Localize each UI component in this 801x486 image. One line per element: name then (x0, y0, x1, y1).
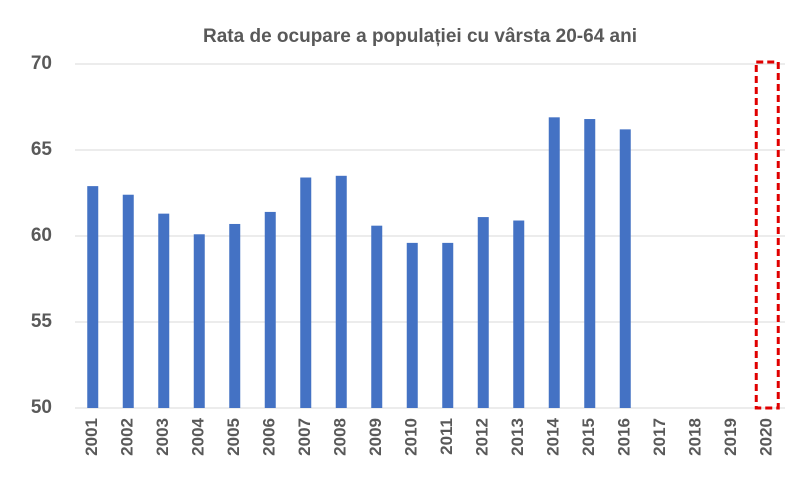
x-tick-label: 2003 (153, 418, 172, 456)
bar (87, 186, 99, 408)
x-tick-label: 2018 (686, 418, 705, 456)
bar (406, 242, 418, 408)
y-tick-label: 50 (31, 397, 52, 418)
bar (513, 220, 525, 408)
x-tick-label: 2014 (544, 417, 563, 455)
x-tick-label: 2010 (402, 418, 421, 456)
bar (584, 119, 596, 408)
bar (122, 194, 134, 408)
x-tick-label: 2007 (295, 418, 314, 456)
x-tick-label: 2020 (757, 418, 776, 456)
x-tick-label: 2019 (721, 418, 740, 456)
y-tick-label: 65 (31, 139, 53, 160)
y-tick-label: 60 (31, 225, 52, 246)
x-tick-label: 2004 (189, 417, 208, 455)
bar (335, 175, 347, 408)
bar (264, 211, 276, 408)
x-tick-label: 2013 (508, 418, 527, 456)
x-tick-label: 2012 (473, 418, 492, 456)
x-tick-label: 2002 (118, 418, 137, 456)
x-tick-label: 2008 (331, 418, 350, 456)
x-tick-label: 2017 (650, 418, 669, 456)
x-tick-label: 2016 (615, 418, 634, 456)
x-tick-label: 2006 (260, 418, 279, 456)
bar (477, 217, 489, 408)
y-tick-label: 70 (31, 53, 52, 74)
bar (548, 117, 560, 408)
y-tick-label: 55 (31, 311, 53, 332)
bar (371, 225, 383, 408)
highlight-box (754, 60, 780, 410)
chart-title: Rata de ocupare a populației cu vârsta 2… (203, 26, 637, 47)
x-tick-label: 2001 (82, 418, 101, 456)
bar (229, 223, 241, 408)
x-tick-label: 2005 (224, 418, 243, 456)
bar (619, 129, 631, 409)
bar (442, 242, 454, 408)
bar (300, 177, 312, 408)
bar (158, 213, 170, 408)
x-tick-label: 2015 (579, 418, 598, 456)
x-tick-label: 2011 (437, 418, 456, 455)
bar (193, 234, 205, 408)
x-tick-label: 2009 (366, 418, 385, 456)
